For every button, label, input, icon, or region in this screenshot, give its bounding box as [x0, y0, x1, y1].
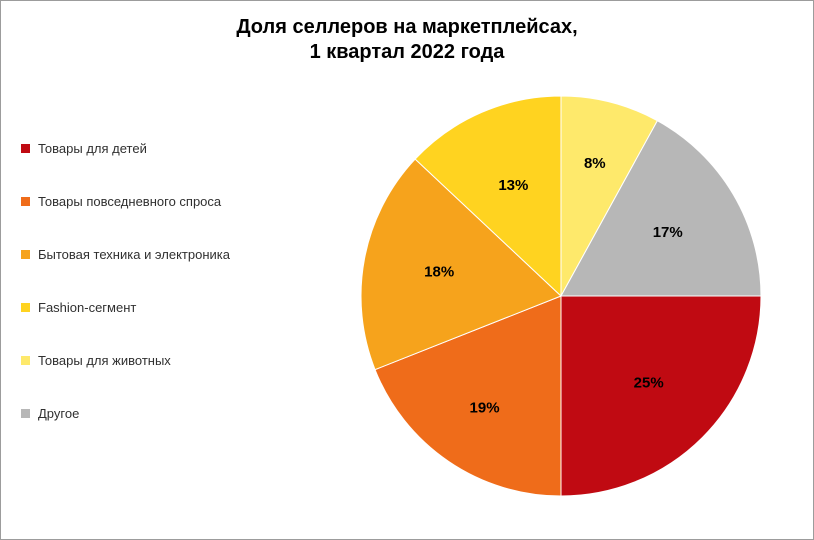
legend-item: Товары для детей — [21, 141, 230, 156]
legend-item: Другое — [21, 406, 230, 421]
legend-swatch — [21, 409, 30, 418]
pie-chart: 25%19%18%13%8%17% — [351, 86, 771, 506]
chart-title-line2: 1 квартал 2022 года — [310, 41, 505, 63]
legend-swatch — [21, 303, 30, 312]
legend-swatch — [21, 197, 30, 206]
chart-container: Доля селлеров на маркетплейсах, 1 кварта… — [0, 0, 814, 540]
legend: Товары для детей Товары повседневного спр… — [21, 141, 230, 421]
legend-label: Товары повседневного спроса — [38, 194, 221, 209]
chart-title: Доля селлеров на маркетплейсах, 1 кварта… — [1, 15, 813, 65]
legend-label: Товары для детей — [38, 141, 147, 156]
legend-swatch — [21, 144, 30, 153]
legend-label: Товары для животных — [38, 353, 171, 368]
legend-label: Бытовая техника и электроника — [38, 247, 230, 262]
legend-item: Fashion-сегмент — [21, 300, 230, 315]
legend-label: Другое — [38, 406, 79, 421]
legend-item: Товары повседневного спроса — [21, 194, 230, 209]
pie-slice — [561, 296, 761, 496]
legend-item: Товары для животных — [21, 353, 230, 368]
legend-label: Fashion-сегмент — [38, 300, 136, 315]
legend-swatch — [21, 250, 30, 259]
chart-title-line1: Доля селлеров на маркетплейсах, — [236, 16, 577, 38]
legend-swatch — [21, 356, 30, 365]
legend-item: Бытовая техника и электроника — [21, 247, 230, 262]
